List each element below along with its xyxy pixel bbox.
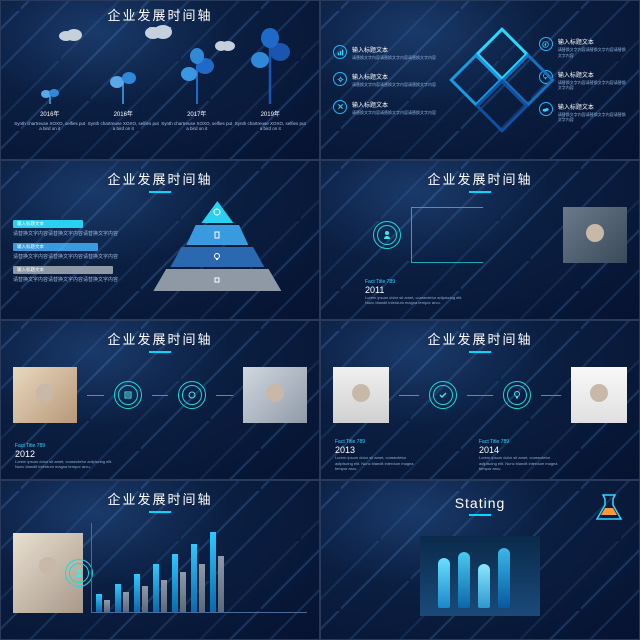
- timeline-node: [429, 381, 457, 409]
- feature-title: 输入标题文本: [558, 37, 627, 46]
- caption: Synth chartreuse XOXO, selfies put a bir…: [160, 121, 234, 131]
- gear-icon: [333, 72, 347, 86]
- slide-title: 企业发展时间轴: [13, 169, 307, 193]
- timeline-desc: Lorem ipsum dolor sit amet, consectetur …: [15, 459, 115, 469]
- chart-icon: [333, 45, 347, 59]
- slide-pyramid: 企业发展时间轴 输入标题文本请替换文字内容请替换文字内容请替换文字内容 输入标题…: [0, 160, 320, 320]
- cloud-icon: [539, 102, 553, 116]
- diamond-graphic: [457, 35, 527, 125]
- timeline-desc: Lorem ipsum dolor sit amet, consectetur …: [335, 455, 425, 471]
- feature-title: 输入标题文本: [352, 100, 436, 109]
- feature-desc: 请替换文字内容请替换文字内容请替换文字内容: [558, 47, 627, 57]
- plant-row: 2016年 Synth chartreuse XOXO, selfies put…: [13, 21, 307, 131]
- feature-item: 输入标题文本请替换文字内容请替换文字内容请替换文字内容: [539, 102, 627, 122]
- caption: Synth chartreuse XOXO, selfies put a bir…: [13, 121, 87, 131]
- slide-title: 企业发展时间轴: [333, 169, 627, 193]
- timeline-desc: Lorem ipsum dolor sit amet, consectetur …: [479, 455, 569, 471]
- feature-title: 输入标题文本: [558, 70, 627, 79]
- feature-desc: 请替换文字内容请替换文字内容请替换文字内容: [352, 110, 436, 115]
- slide-title: 企业发展时间轴: [333, 329, 627, 353]
- feature-list-left: 输入标题文本请替换文字内容请替换文字内容请替换文字内容 输入标题文本请替换文字内…: [333, 45, 445, 115]
- feature-title: 输入标题文本: [352, 45, 436, 54]
- compass-icon: [539, 37, 553, 51]
- feature-title: 输入标题文本: [352, 72, 436, 81]
- feature-item: 输入标题文本请替换文字内容请替换文字内容请替换文字内容: [539, 37, 627, 57]
- pyramid-label: 输入标题文本请替换文字内容请替换文字内容请替换文字内容: [13, 243, 142, 260]
- timeline-node: [373, 221, 401, 249]
- bar-pair: [153, 564, 167, 612]
- timeline-photo: [13, 367, 77, 423]
- timeline-photo: [333, 367, 389, 423]
- timeline-year: 2014: [479, 445, 569, 455]
- feature-item: 输入标题文本请替换文字内容请替换文字内容请替换文字内容: [333, 72, 445, 87]
- bar-pair: [134, 574, 148, 612]
- year-label: 2019年: [261, 109, 280, 118]
- plant-item: 2019年 Synth chartreuse XOXO, selfies put…: [234, 26, 308, 131]
- year-label: 2017年: [187, 109, 206, 118]
- timeline-node: [114, 381, 142, 409]
- sprout-icon: [250, 26, 290, 104]
- pyramid-label: 输入标题文本请替换文字内容请替换文字内容请替换文字内容: [13, 266, 142, 283]
- timeline-node: [178, 381, 206, 409]
- slide-diamonds: 输入标题文本请替换文字内容请替换文字内容请替换文字内容 输入标题文本请替换文字内…: [320, 0, 640, 160]
- feature-item: 输入标题文本请替换文字内容请替换文字内容请替换文字内容: [333, 45, 445, 60]
- feature-desc: 请替换文字内容请替换文字内容请替换文字内容: [352, 82, 436, 87]
- feature-title: 输入标题文本: [558, 102, 627, 111]
- slide-stating: Stating: [320, 480, 640, 640]
- plant-item: 2016年 Synth chartreuse XOXO, selfies put…: [13, 82, 87, 131]
- stating-photo: [420, 536, 540, 616]
- cloud-icon: [213, 39, 235, 51]
- bar-chart: [91, 523, 307, 613]
- plant-item: 2016年 Synth chartreuse XOXO, selfies put…: [87, 62, 161, 131]
- chart-photo: [13, 533, 83, 613]
- slide-grid: 企业发展时间轴 2016年 Synth chartreuse XOXO, sel…: [0, 0, 640, 640]
- stating-title: Stating: [333, 495, 627, 511]
- feature-desc: 请替换文字内容请替换文字内容请替换文字内容: [558, 112, 627, 122]
- bar-pair: [191, 544, 205, 612]
- timeline-year: 2013: [335, 445, 425, 455]
- slide-timeline-2013: 企业发展时间轴 Fact Title 789 2013 Lorem ipsum …: [320, 320, 640, 480]
- timeline-desc: Lorem ipsum dolor sit amet, consectetur …: [365, 295, 465, 305]
- sprout-icon: [109, 62, 137, 104]
- timeline-year: 2012: [15, 449, 115, 459]
- tools-icon: [333, 100, 347, 114]
- feature-desc: 请替换文字内容请替换文字内容请替换文字内容: [558, 80, 627, 90]
- sprout-icon: [180, 46, 214, 104]
- caption: Synth chartreuse XOXO, selfies put a bir…: [234, 121, 308, 131]
- bar-pair: [96, 594, 110, 612]
- year-label: 2016年: [114, 109, 133, 118]
- pyramid-label: 输入标题文本请替换文字内容请替换文字内容请替换文字内容: [13, 220, 142, 237]
- timeline-year: 2011: [365, 285, 465, 295]
- timeline-node: [503, 381, 531, 409]
- timeline-node: [65, 559, 93, 587]
- feature-desc: 请替换文字内容请替换文字内容请替换文字内容: [352, 55, 436, 60]
- pyramid-labels: 输入标题文本请替换文字内容请替换文字内容请替换文字内容 输入标题文本请替换文字内…: [13, 220, 142, 283]
- caption: Synth chartreuse XOXO, selfies put a bir…: [87, 121, 161, 131]
- slide-barchart: 企业发展时间轴: [0, 480, 320, 640]
- timeline-photo: [571, 367, 627, 423]
- bar-pair: [210, 532, 224, 612]
- plant-item: 2017年 Synth chartreuse XOXO, selfies put…: [160, 46, 234, 131]
- timeline-photo: [243, 367, 307, 423]
- slide-growth: 企业发展时间轴 2016年 Synth chartreuse XOXO, sel…: [0, 0, 320, 160]
- timeline-photo: [563, 207, 627, 263]
- slide-timeline-2011: 企业发展时间轴 Fact Title 789 2011 Lorem ipsum …: [320, 160, 640, 320]
- cloud-icon: [57, 27, 83, 41]
- flask-icon: [593, 491, 625, 523]
- slide-title: 企业发展时间轴: [13, 489, 307, 513]
- year-label: 2016年: [40, 109, 59, 118]
- slide-title: 企业发展时间轴: [13, 329, 307, 353]
- cloud-icon: [143, 23, 173, 39]
- pyramid-graphic: [152, 201, 282, 301]
- feature-item: 输入标题文本请替换文字内容请替换文字内容请替换文字内容: [333, 100, 445, 115]
- slide-timeline-2012: 企业发展时间轴 Fact Title 789 2012 Lorem ipsum …: [0, 320, 320, 480]
- sprout-icon: [40, 82, 60, 104]
- bar-pair: [115, 584, 129, 612]
- bar-pair: [172, 554, 186, 612]
